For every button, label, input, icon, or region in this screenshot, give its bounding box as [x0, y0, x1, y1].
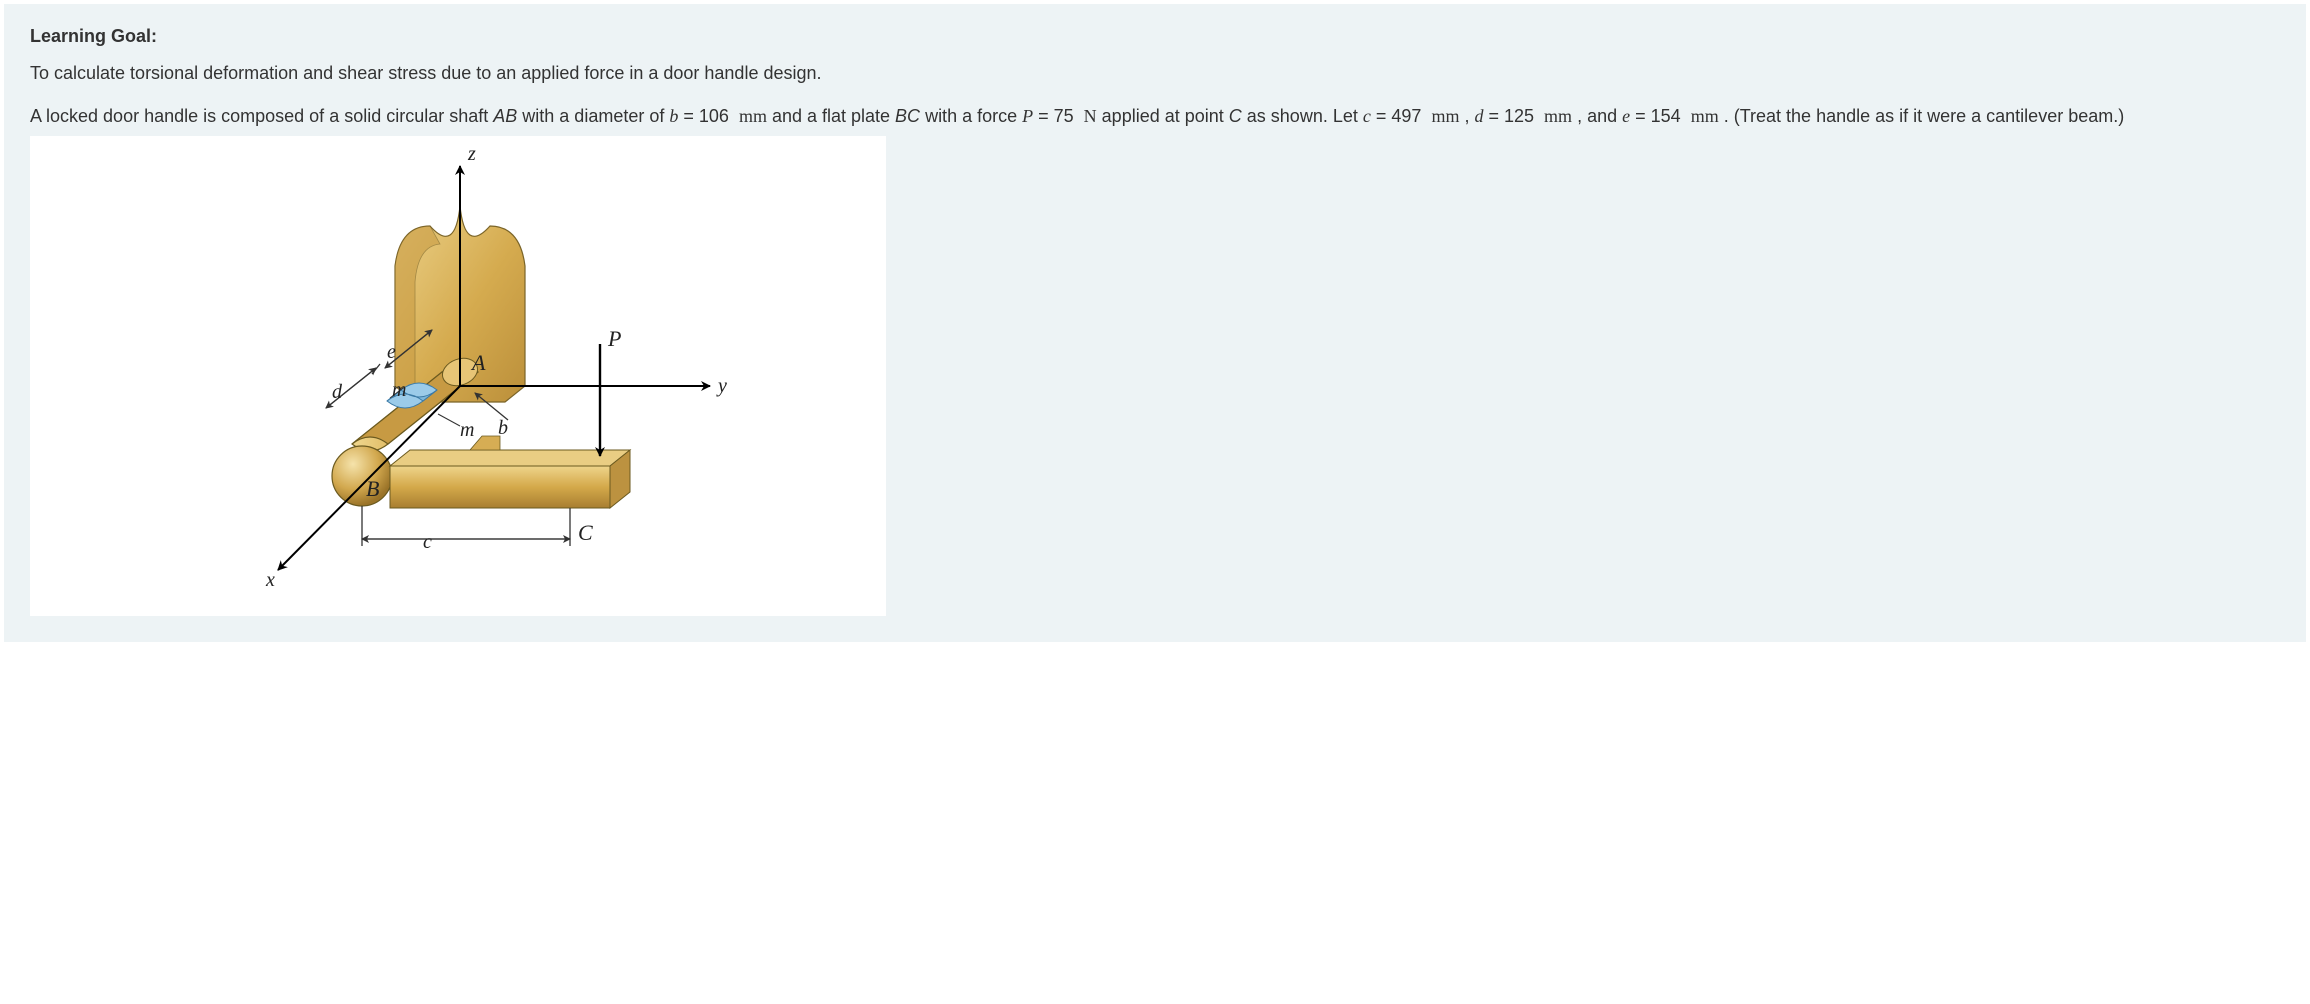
label-e: e — [387, 341, 396, 363]
label-A: A — [470, 350, 486, 375]
label-d: d — [332, 381, 343, 403]
text: as shown. Let — [1242, 106, 1363, 126]
learning-goal-heading: Learning Goal: — [30, 26, 2280, 47]
val-d: 125 — [1504, 106, 1534, 126]
plate-label: BC — [895, 106, 920, 126]
label-B: B — [366, 476, 379, 501]
label-m1: m — [392, 379, 406, 401]
text: = — [678, 106, 699, 126]
learning-goal-text: To calculate torsional deformation and s… — [30, 61, 2280, 85]
diagram: z y x P A B C b c d e m m — [30, 136, 886, 616]
shaft-label: AB — [493, 106, 517, 126]
axis-y-label: y — [716, 375, 727, 397]
val-b: 106 — [699, 106, 729, 126]
text: and a flat plate — [767, 106, 895, 126]
problem-panel: Learning Goal: To calculate torsional de… — [4, 4, 2306, 642]
label-c: c — [423, 531, 432, 553]
val-e: 154 — [1651, 106, 1681, 126]
text: = — [1033, 106, 1054, 126]
text: applied at point — [1097, 106, 1229, 126]
var-P: P — [1022, 106, 1033, 126]
diagram-svg: z y x P A B C b c d e m m — [30, 136, 886, 616]
var-b: b — [669, 106, 678, 126]
knob-B — [332, 446, 392, 506]
text: , and — [1572, 106, 1622, 126]
text: . (Treat the handle as if it were a cant… — [1719, 106, 2125, 126]
unit-mm: mm — [739, 106, 767, 126]
var-e: e — [1622, 106, 1630, 126]
label-m2: m — [460, 419, 474, 441]
problem-statement: A locked door handle is composed of a so… — [30, 103, 2280, 130]
text: = — [1483, 106, 1504, 126]
unit-mm: mm — [1431, 106, 1459, 126]
text: with a diameter of — [517, 106, 669, 126]
val-P: 75 — [1054, 106, 1074, 126]
label-P: P — [607, 326, 621, 351]
val-c: 497 — [1391, 106, 1421, 126]
plate-BC — [390, 436, 630, 508]
label-C: C — [578, 520, 593, 545]
unit-mm: mm — [1691, 106, 1719, 126]
axis-z-label: z — [467, 143, 476, 165]
point-C: C — [1229, 106, 1242, 126]
text: , — [1459, 106, 1474, 126]
text: with a force — [920, 106, 1022, 126]
text: A locked door handle is composed of a so… — [30, 106, 493, 126]
axis-x-label: x — [265, 569, 275, 591]
text: = — [1371, 106, 1392, 126]
unit-mm: mm — [1544, 106, 1572, 126]
var-c: c — [1363, 106, 1371, 126]
text: = — [1630, 106, 1651, 126]
label-b: b — [498, 417, 508, 439]
unit-N: N — [1084, 106, 1097, 126]
